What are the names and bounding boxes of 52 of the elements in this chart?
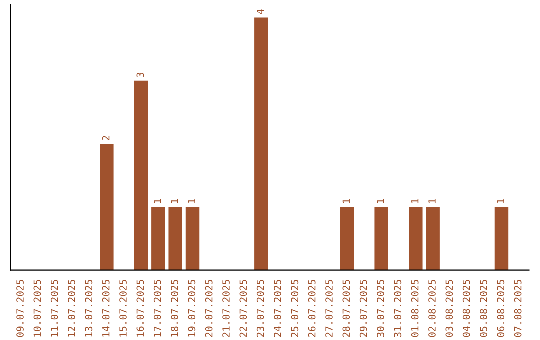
bar <box>409 207 423 270</box>
x-tick-label: 24.07.2025 <box>274 280 282 338</box>
x-tick-label: 27.07.2025 <box>326 280 333 338</box>
data-label: 1 <box>428 199 436 204</box>
x-tick-label: 05.08.2025 <box>480 280 488 338</box>
x-tick-label: 11.07.2025 <box>50 280 58 337</box>
x-tick-label: 06.08.2025 <box>497 280 505 338</box>
x-tick-label: 22.07.2025 <box>240 280 248 338</box>
bar <box>100 144 114 270</box>
x-tick-label: 12.07.2025 <box>68 280 76 337</box>
data-label: 1 <box>188 199 196 204</box>
x-tick-label: 17.07.2025 <box>154 280 162 337</box>
data-label: 1 <box>342 199 350 204</box>
x-tick-label: 31.07.2025 <box>394 280 402 338</box>
data-label: 1 <box>154 199 162 204</box>
x-tick-label: 19.07.2025 <box>188 280 196 337</box>
x-tick-label: 25.07.2025 <box>291 280 299 338</box>
x-tick-label: 28.07.2025 <box>342 280 350 338</box>
bar <box>134 80 148 270</box>
x-tick-label: 30.07.2025 <box>377 280 384 338</box>
data-label: 1 <box>377 199 384 204</box>
bar <box>426 207 440 270</box>
x-tick-label: 07.08.2025 <box>514 280 522 338</box>
bar <box>374 207 388 270</box>
data-label: 4 <box>257 10 264 14</box>
bar <box>186 207 200 270</box>
bar <box>254 18 268 270</box>
bar <box>152 207 166 270</box>
x-tick-label: 16.07.2025 <box>136 280 144 337</box>
x-tick-label: 01.08.2025 <box>411 280 419 338</box>
bar <box>340 207 354 270</box>
x-tick-label: 18.07.2025 <box>171 280 178 337</box>
bar <box>168 207 182 270</box>
x-tick-label: 21.07.2025 <box>222 280 230 338</box>
x-tick-label: 10.07.2025 <box>34 280 42 337</box>
x-tick-label: 13.07.2025 <box>85 280 93 337</box>
data-label: 2 <box>102 136 110 141</box>
data-label: 1 <box>412 199 419 204</box>
data-label: 1 <box>497 199 504 204</box>
x-tick-label: 23.07.2025 <box>256 280 264 338</box>
x-tick-label: 09.07.2025 <box>16 280 24 338</box>
x-tick-label: 20.07.2025 <box>205 280 213 338</box>
x-tick-label: 02.08.2025 <box>428 280 436 338</box>
x-tick-label: 04.08.2025 <box>462 280 470 338</box>
x-tick-label: 14.07.2025 <box>102 280 110 337</box>
data-label: 3 <box>136 72 144 78</box>
bar <box>494 207 509 270</box>
data-label: 1 <box>171 199 178 204</box>
x-tick-label: 03.08.2025 <box>446 280 454 338</box>
x-tick-label: 29.07.2025 <box>360 280 368 338</box>
x-tick-label: 15.07.2025 <box>120 280 127 337</box>
x-tick-label: 26.07.2025 <box>308 280 316 338</box>
